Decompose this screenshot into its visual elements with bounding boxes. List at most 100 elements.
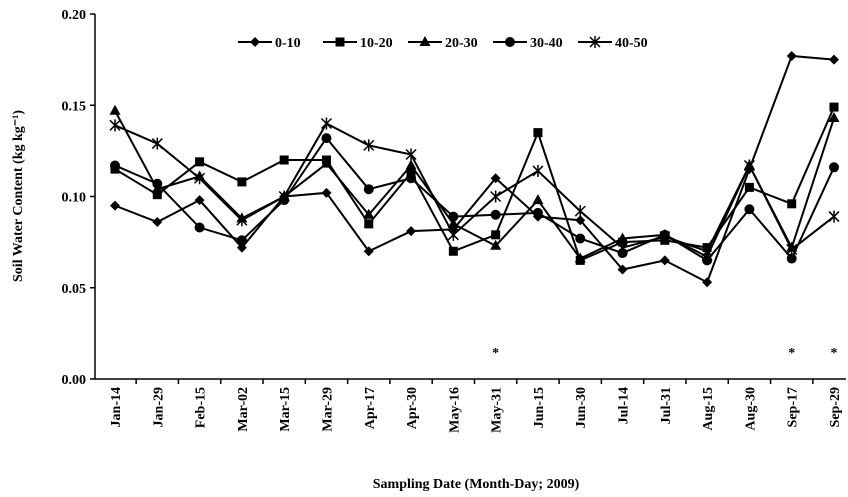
x-tick-label: Sep-17 [786,387,801,427]
x-tick-label: Jun-30 [574,387,589,428]
significance-mark: * [492,346,499,361]
marker [786,243,798,256]
marker [152,178,163,189]
legend-label: 30-40 [530,36,563,51]
marker [828,210,840,223]
marker [194,222,205,233]
marker [447,228,459,241]
marker [702,277,713,288]
marker [574,252,586,263]
marker [194,195,205,206]
x-tick-label: Jan-14 [109,387,124,427]
marker [321,133,332,144]
x-tick-label: Apr-17 [363,387,378,429]
y-tick-label: 0.15 [62,99,87,114]
x-tick-label: May-31 [490,387,505,433]
marker [236,235,247,246]
marker [152,190,162,200]
marker [786,253,797,264]
legend-label: 10-20 [360,36,393,51]
marker [532,164,544,177]
marker [278,190,290,203]
legend-marker [419,36,431,46]
marker [320,117,333,130]
x-tick-label: Jul-31 [659,387,674,424]
x-tick-label: Feb-15 [194,387,209,428]
marker [491,230,501,240]
marker [363,246,374,257]
y-tick-label: 0.00 [62,373,87,388]
marker [744,182,754,192]
marker [829,102,839,112]
x-tick-label: Sep-29 [828,387,843,427]
x-axis-label: Sampling Date (Month-Day; 2009) [373,477,580,492]
marker [363,184,374,195]
legend-marker [589,36,601,48]
x-tick-label: Jul-14 [617,387,632,424]
marker [532,207,543,218]
marker [194,172,206,185]
x-tick-label: May-16 [447,387,462,433]
legend-marker [250,37,260,47]
marker [828,112,840,123]
y-axis-label: Soil Water Content (kg kg⁻¹) [11,110,26,282]
marker [829,162,839,173]
marker [616,241,629,254]
series-line [114,122,835,253]
marker [702,255,713,266]
x-tick-label: Mar-02 [236,387,251,432]
marker [110,200,120,211]
marker [574,205,586,218]
marker [490,190,502,203]
marker [532,194,544,205]
marker [659,230,671,243]
y-tick-label: 0.10 [62,191,87,206]
marker [363,208,375,219]
x-tick-label: Aug-15 [701,387,716,431]
marker [321,187,332,198]
marker [533,128,543,138]
marker [152,217,163,228]
marker [744,204,755,215]
marker [447,217,459,228]
x-tick-label: Jan-29 [151,387,166,427]
x-tick-label: Aug-30 [743,387,758,431]
marker [320,157,332,168]
marker [787,199,797,209]
marker [743,159,755,172]
marker [406,168,416,178]
series-line [114,110,835,260]
legend-label: 40-50 [615,36,648,51]
marker [448,246,458,256]
y-tick-label: 0.20 [62,8,87,23]
marker [448,211,459,222]
legend-label: 20-30 [445,36,478,51]
marker [109,104,121,115]
marker [405,148,417,161]
series-line [114,54,835,284]
legend-marker [505,37,515,47]
marker [237,177,247,187]
marker [701,245,713,258]
marker [829,54,839,65]
x-tick-label: Mar-29 [320,387,335,432]
legend-label: 0-10 [275,36,301,51]
marker [151,137,163,150]
marker [786,50,797,61]
x-tick-label: Apr-30 [405,387,420,429]
marker [364,219,374,229]
marker [236,214,248,227]
marker [279,155,289,165]
x-tick-label: Mar-15 [278,387,293,432]
marker [110,160,120,171]
marker [575,215,586,226]
marker [490,173,501,184]
significance-mark: * [788,346,795,361]
marker [406,173,417,184]
marker [575,233,586,244]
marker [490,209,501,220]
y-tick-label: 0.05 [62,282,87,297]
marker [490,239,502,250]
marker [109,119,121,132]
significance-mark: * [831,346,838,361]
